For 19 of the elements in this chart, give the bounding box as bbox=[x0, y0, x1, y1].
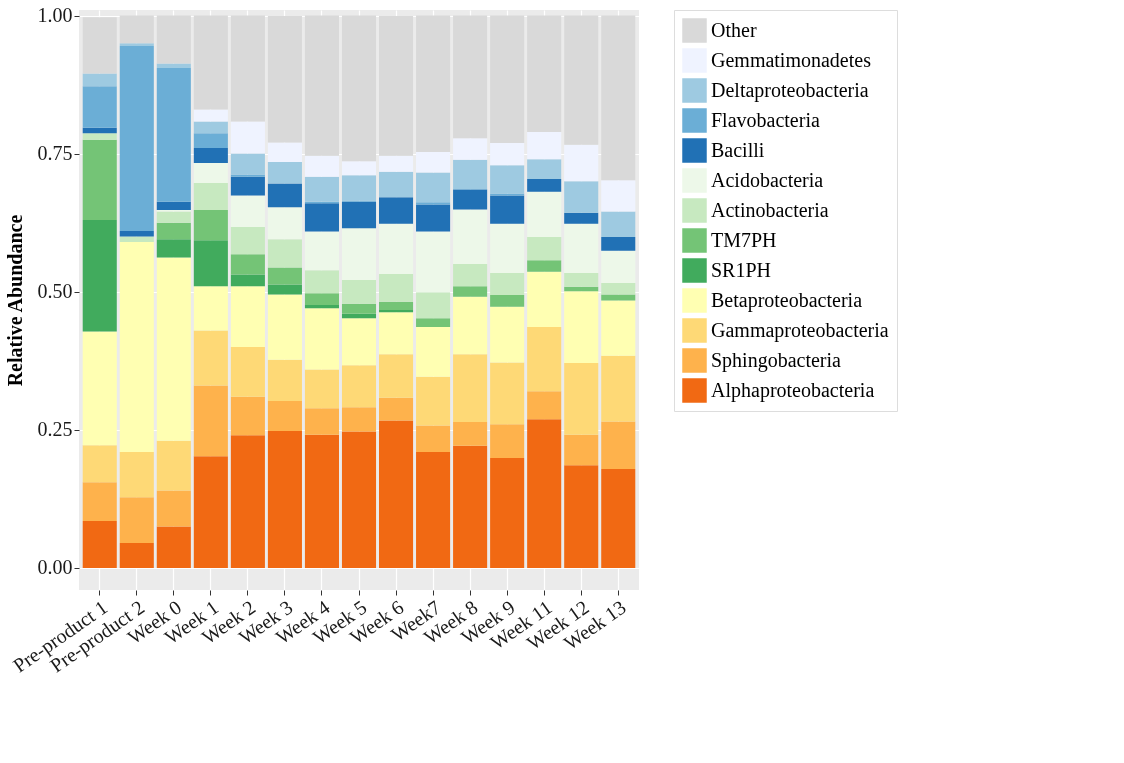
y-axis-title: Relative Abundance bbox=[3, 214, 26, 387]
legend-label: Other bbox=[711, 18, 757, 41]
legend-label: Sphingobacteria bbox=[711, 348, 842, 372]
legend-label: Deltaproteobacteria bbox=[711, 78, 869, 102]
y-tick-label: 0.50 bbox=[37, 280, 73, 303]
legend-label: Betaproteobacteria bbox=[711, 288, 863, 312]
legend-label: TM7PH bbox=[711, 228, 777, 251]
y-tick-label: 0.25 bbox=[37, 418, 73, 441]
y-tick-label: 0.00 bbox=[37, 556, 73, 579]
legend-label: SR1PH bbox=[711, 258, 772, 281]
y-tick-label: 0.75 bbox=[37, 142, 73, 165]
y-tick-label: 1.00 bbox=[37, 4, 73, 27]
legend-label: Alphaproteobacteria bbox=[711, 378, 875, 402]
legend-label: Gemmatimonadetes bbox=[711, 48, 872, 71]
legend-label: Flavobacteria bbox=[711, 108, 820, 131]
legend-label: Actinobacteria bbox=[711, 198, 829, 221]
legend-label: Bacilli bbox=[711, 138, 765, 161]
legend-label: Gammaproteobacteria bbox=[711, 318, 889, 342]
legend-label: Acidobacteria bbox=[711, 168, 824, 191]
